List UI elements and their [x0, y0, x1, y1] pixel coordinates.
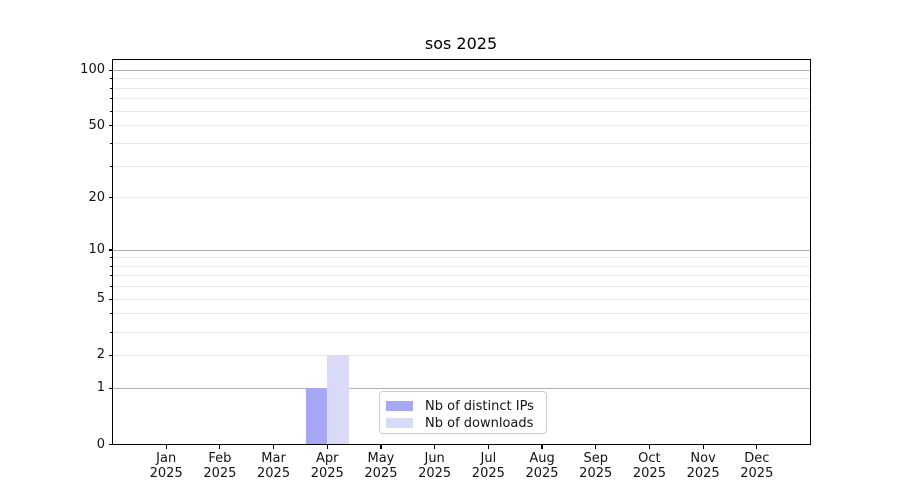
x-tick-label: Nov 2025 — [686, 450, 720, 481]
x-tick-label: Aug 2025 — [525, 450, 559, 481]
y-tick — [108, 354, 113, 356]
y-tick-label: 50 — [88, 117, 105, 133]
x-tick — [272, 444, 275, 449]
y-gridline-minor — [112, 110, 811, 112]
y-gridline-minor — [112, 87, 811, 89]
y-gridline-minor — [112, 313, 811, 315]
y-minor-tick — [110, 257, 113, 259]
y-gridline-major — [112, 69, 811, 71]
x-tick-label: Dec 2025 — [740, 450, 774, 481]
y-tick — [108, 298, 113, 300]
y-minor-tick — [110, 165, 113, 167]
y-minor-tick — [110, 313, 113, 315]
chart-title: sos 2025 — [424, 34, 498, 53]
x-tick-label: Apr 2025 — [310, 450, 344, 481]
legend-swatch-distinct-ips-icon — [386, 401, 413, 411]
x-tick-label: Jun 2025 — [418, 450, 452, 481]
x-tick-label: May 2025 — [364, 450, 398, 481]
bar-nb-of-downloads — [327, 355, 349, 445]
y-minor-tick — [110, 265, 113, 267]
y-tick-label: 20 — [88, 189, 105, 205]
x-tick-label: Jan 2025 — [149, 450, 183, 481]
y-minor-tick — [110, 98, 113, 100]
x-tick — [219, 444, 221, 449]
legend-swatch-downloads-icon — [386, 418, 413, 428]
y-gridline-minor — [112, 275, 811, 277]
legend-entry-downloads: Nb of downloads — [386, 415, 546, 431]
y-tick — [108, 196, 113, 199]
y-minor-tick — [110, 275, 113, 277]
y-minor-tick — [110, 331, 113, 333]
x-tick-label: Jul 2025 — [471, 450, 505, 481]
y-tick — [108, 443, 113, 446]
x-tick — [702, 444, 704, 449]
x-tick-label: Oct 2025 — [632, 450, 666, 481]
y-minor-tick — [110, 78, 113, 80]
x-tick — [648, 444, 650, 449]
x-tick-label: Feb 2025 — [203, 450, 237, 481]
y-tick-label: 0 — [96, 436, 105, 452]
x-tick — [756, 444, 758, 449]
y-minor-tick — [110, 110, 113, 112]
y-tick — [108, 387, 113, 389]
y-tick-label: 100 — [80, 62, 105, 78]
y-gridline-minor — [112, 286, 811, 288]
x-tick — [380, 444, 382, 449]
x-tick — [326, 444, 328, 449]
y-tick — [108, 249, 113, 251]
legend: Nb of distinct IPs Nb of downloads — [379, 391, 547, 434]
y-gridline-minor — [112, 125, 811, 127]
x-tick — [541, 444, 543, 449]
y-gridline-minor — [112, 197, 811, 199]
bar-nb-of-distinct-ips — [305, 388, 328, 445]
y-tick-label: 2 — [96, 347, 105, 363]
y-gridline-major — [112, 249, 811, 251]
y-tick — [108, 125, 113, 127]
y-tick-label: 10 — [88, 242, 105, 258]
y-tick-label: 1 — [96, 380, 105, 396]
y-gridline-minor — [112, 331, 811, 333]
y-gridline-major — [112, 387, 811, 389]
y-minor-tick — [110, 142, 113, 144]
y-tick-label: 5 — [96, 291, 105, 307]
y-gridline-minor — [112, 165, 811, 167]
y-gridline-minor — [112, 78, 811, 80]
legend-entry-distinct-ips: Nb of distinct IPs — [386, 398, 546, 414]
y-gridline-minor — [112, 98, 811, 100]
y-tick — [108, 69, 113, 71]
y-gridline-minor — [112, 298, 811, 300]
y-gridline-minor — [112, 354, 811, 356]
y-minor-tick — [110, 87, 113, 89]
x-tick — [595, 444, 597, 449]
legend-label-distinct-ips: Nb of distinct IPs — [425, 398, 534, 414]
x-tick-label: Sep 2025 — [579, 450, 613, 481]
y-gridline-minor — [112, 142, 811, 144]
x-tick — [165, 444, 167, 449]
legend-label-downloads: Nb of downloads — [425, 415, 534, 431]
x-tick — [487, 444, 489, 449]
y-gridline-minor — [112, 265, 811, 267]
x-tick-label: Mar 2025 — [257, 450, 291, 481]
y-gridline-minor — [112, 257, 811, 259]
y-minor-tick — [110, 286, 113, 288]
x-tick — [434, 444, 436, 449]
